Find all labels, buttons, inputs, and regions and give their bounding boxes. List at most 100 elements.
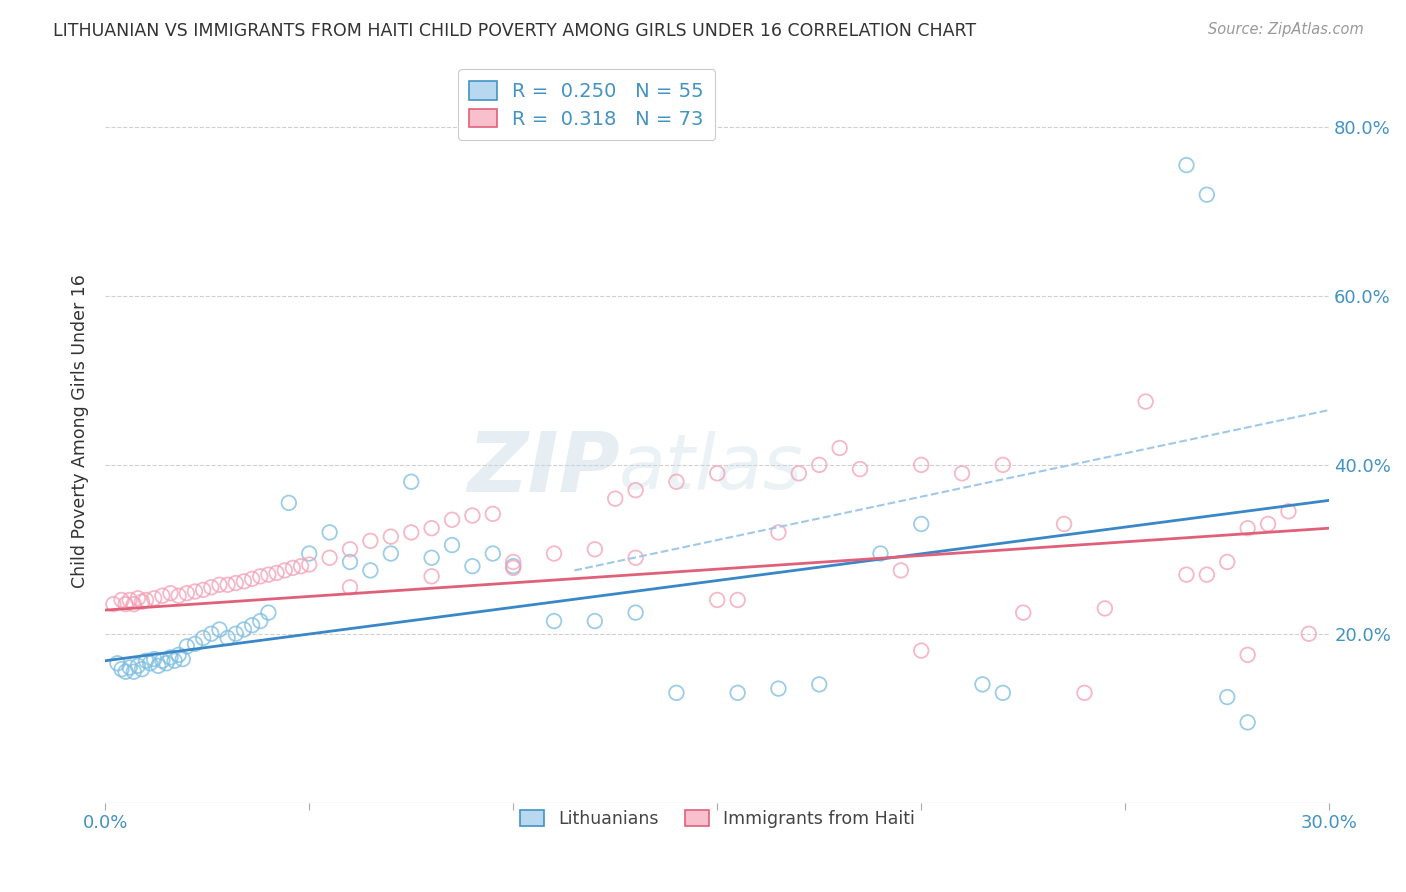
Point <box>543 614 565 628</box>
Point <box>318 550 340 565</box>
Point <box>665 686 688 700</box>
Point <box>1298 626 1320 640</box>
Point <box>1175 158 1198 172</box>
Point <box>135 593 157 607</box>
Point <box>176 640 198 654</box>
Point <box>706 593 728 607</box>
Point <box>1053 516 1076 531</box>
Point <box>380 530 402 544</box>
Point <box>225 626 247 640</box>
Point <box>727 686 749 700</box>
Point <box>787 467 810 481</box>
Point <box>232 574 254 589</box>
Point <box>972 677 994 691</box>
Point <box>1094 601 1116 615</box>
Text: atlas: atlas <box>619 431 804 505</box>
Text: Source: ZipAtlas.com: Source: ZipAtlas.com <box>1208 22 1364 37</box>
Point <box>910 643 932 657</box>
Point <box>1236 521 1258 535</box>
Point <box>191 582 214 597</box>
Point <box>150 654 173 668</box>
Point <box>298 547 321 561</box>
Point <box>118 593 141 607</box>
Point <box>107 657 129 671</box>
Point <box>665 475 688 489</box>
Point <box>217 631 239 645</box>
Point <box>1195 567 1218 582</box>
Point <box>950 467 973 481</box>
Point <box>440 513 463 527</box>
Point <box>249 614 271 628</box>
Point <box>167 648 190 662</box>
Point <box>184 584 207 599</box>
Point <box>159 650 181 665</box>
Point <box>290 559 312 574</box>
Point <box>768 525 790 540</box>
Point <box>155 657 177 671</box>
Point <box>127 658 149 673</box>
Point <box>583 614 606 628</box>
Point <box>257 567 280 582</box>
Point <box>131 662 153 676</box>
Point <box>991 686 1014 700</box>
Point <box>399 475 422 489</box>
Point <box>339 542 361 557</box>
Point <box>869 547 891 561</box>
Point <box>114 597 136 611</box>
Point <box>420 521 443 535</box>
Point <box>1135 394 1157 409</box>
Point <box>808 458 831 472</box>
Point <box>257 606 280 620</box>
Point <box>200 626 222 640</box>
Point <box>281 561 304 575</box>
Point <box>274 563 297 577</box>
Point <box>624 483 647 498</box>
Point <box>1277 504 1299 518</box>
Point <box>240 572 263 586</box>
Point <box>808 677 831 691</box>
Point <box>191 631 214 645</box>
Point <box>890 563 912 577</box>
Point <box>1236 715 1258 730</box>
Point <box>139 657 162 671</box>
Point <box>502 559 524 574</box>
Point <box>1216 555 1239 569</box>
Point <box>543 547 565 561</box>
Point <box>399 525 422 540</box>
Point <box>176 586 198 600</box>
Point <box>110 593 132 607</box>
Point <box>849 462 872 476</box>
Point <box>266 566 288 580</box>
Point <box>624 550 647 565</box>
Point <box>1236 648 1258 662</box>
Point <box>828 441 851 455</box>
Point <box>135 654 157 668</box>
Point <box>318 525 340 540</box>
Point <box>150 589 173 603</box>
Point <box>1216 690 1239 704</box>
Point <box>172 652 194 666</box>
Point <box>103 597 125 611</box>
Point <box>380 547 402 561</box>
Point <box>208 623 231 637</box>
Point <box>461 508 484 523</box>
Point <box>359 563 381 577</box>
Point <box>583 542 606 557</box>
Point <box>143 591 166 606</box>
Point <box>298 558 321 572</box>
Point <box>148 658 170 673</box>
Point <box>110 662 132 676</box>
Point <box>420 550 443 565</box>
Point <box>127 591 149 606</box>
Point <box>167 589 190 603</box>
Point <box>1012 606 1035 620</box>
Point <box>727 593 749 607</box>
Point <box>706 467 728 481</box>
Point <box>482 547 505 561</box>
Point <box>122 597 145 611</box>
Y-axis label: Child Poverty Among Girls Under 16: Child Poverty Among Girls Under 16 <box>72 274 89 588</box>
Text: ZIP: ZIP <box>467 428 619 508</box>
Point <box>1073 686 1095 700</box>
Point <box>143 652 166 666</box>
Point <box>605 491 627 506</box>
